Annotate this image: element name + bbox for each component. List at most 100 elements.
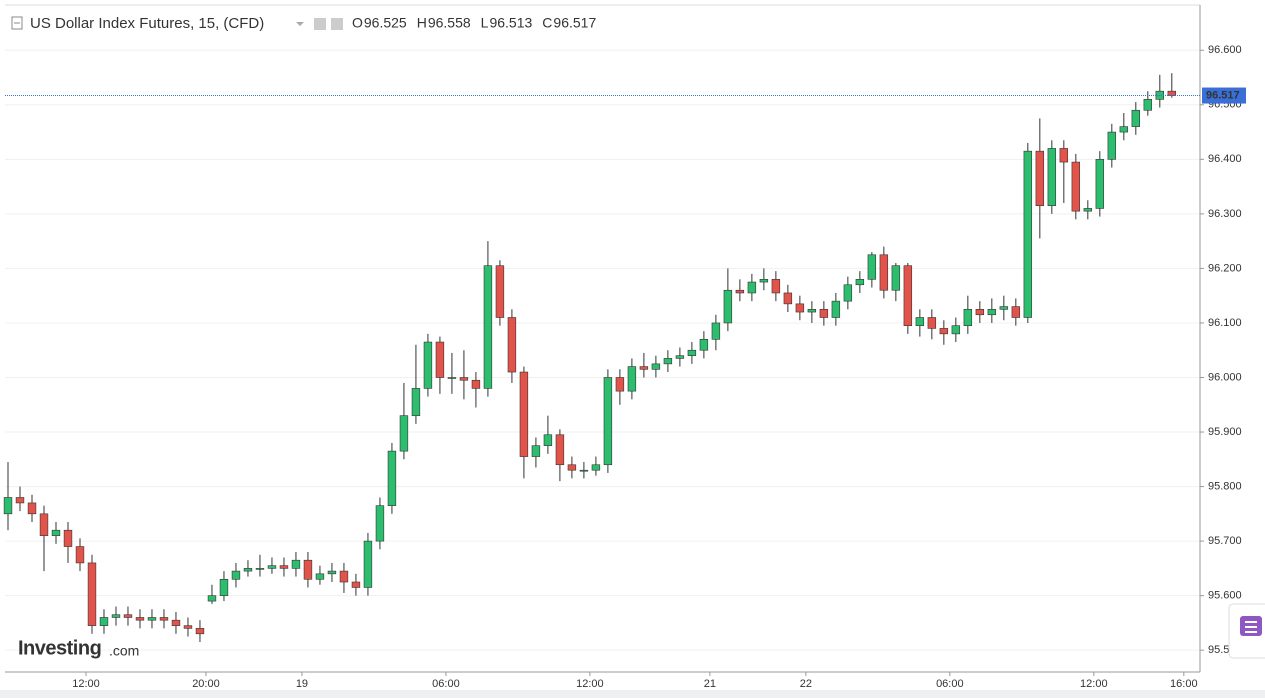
candle-body [1095,159,1105,209]
ohlc-value: 96.558 [428,15,471,31]
candle-body [279,565,289,569]
candle-body [219,578,229,596]
logo: Investing [18,637,101,659]
candle-body [891,265,901,291]
candle-body [399,415,409,452]
x-tick-label: 12:00 [576,678,604,690]
candle-body [603,377,613,466]
candle-body [987,309,997,316]
candle-body [447,377,457,379]
y-tick-label: 96.300 [1208,208,1242,220]
candle-body [459,377,469,381]
candle-body [15,497,25,504]
candle-body [855,279,865,286]
candle-body [111,614,121,618]
candle-body [927,317,937,329]
candle-body [567,464,577,471]
close-icon[interactable] [331,18,343,30]
candle-body [999,306,1009,310]
candle-body [255,568,265,570]
candle-body [699,339,709,351]
candle-body [843,284,853,302]
x-tick-label: 06:00 [936,678,964,690]
candle-body [327,570,337,575]
y-tick-label: 96.600 [1208,44,1242,56]
y-tick-label: 95.600 [1208,590,1242,602]
candle-body [171,619,181,626]
candle-body [963,309,973,326]
x-tick-label: 20:00 [192,678,220,690]
candle-body [195,628,205,635]
ohlc-value: 96.517 [553,15,596,31]
candle-body [411,388,421,416]
candle-body [39,513,49,536]
candle-body [375,505,385,542]
candle-body [363,540,373,588]
candle-body [939,328,949,335]
candle-body [1107,131,1117,160]
candle-body [183,625,193,629]
candle-body [819,309,829,318]
candle-body [1167,90,1177,96]
y-tick-label: 96.200 [1208,262,1242,274]
chart-title: US Dollar Index Futures, 15, (CFD) [30,15,264,32]
candle-body [435,341,445,378]
candle-body [3,497,13,515]
candle-body [915,317,925,326]
candle-body [1083,208,1093,212]
candle-body [867,254,877,280]
candle-body [555,434,565,466]
candle-body [711,322,721,340]
settings-icon[interactable] [314,18,326,30]
candle-body [903,265,913,326]
ohlc-value: 96.513 [489,15,532,31]
candle-body [1131,109,1141,127]
y-tick-label: 95.900 [1208,426,1242,438]
dropdown-arrow[interactable] [296,22,304,26]
y-tick-label: 95.800 [1208,480,1242,492]
candle-body [507,317,517,373]
candle-body [675,355,685,359]
candle-body [759,279,769,283]
candle-body [615,377,625,392]
bottom-strip [0,690,1265,698]
ohlc-label: L [481,15,489,31]
candle-body [75,546,85,564]
candle-body [975,309,985,316]
candle-body [1059,148,1069,163]
candle-body [423,341,433,389]
candle-body [519,371,529,457]
candle-body [1047,148,1057,206]
price-tag [1202,87,1246,104]
candle-body [315,573,325,580]
candle-body [1071,161,1081,212]
y-tick-label: 96.100 [1208,317,1242,329]
candle-body [807,309,817,313]
x-tick-label: 22 [800,678,812,690]
candle-body [351,581,361,588]
candle-body [231,570,241,580]
candle-body [591,464,601,471]
candle-body [735,289,745,294]
candle-body [531,445,541,457]
ohlc-label: O [352,15,363,31]
price-tag-label: 96.517 [1206,89,1240,101]
candle-body [207,595,217,602]
candle-body [495,265,505,318]
candle-body [147,617,157,621]
candle-body [99,617,109,626]
y-tick-label: 96.400 [1208,153,1242,165]
logo-suffix: .com [109,643,139,659]
candle-body [951,325,961,335]
candle-body [747,281,757,294]
candle-body [63,529,73,547]
candle-body [1119,126,1129,133]
y-tick-label: 95.700 [1208,535,1242,547]
candle-body [1011,306,1021,318]
candle-body [627,366,637,392]
candle-body [651,363,661,370]
x-tick-label: 16:00 [1170,678,1198,690]
candle-body [483,265,493,389]
candle-body [303,559,313,580]
